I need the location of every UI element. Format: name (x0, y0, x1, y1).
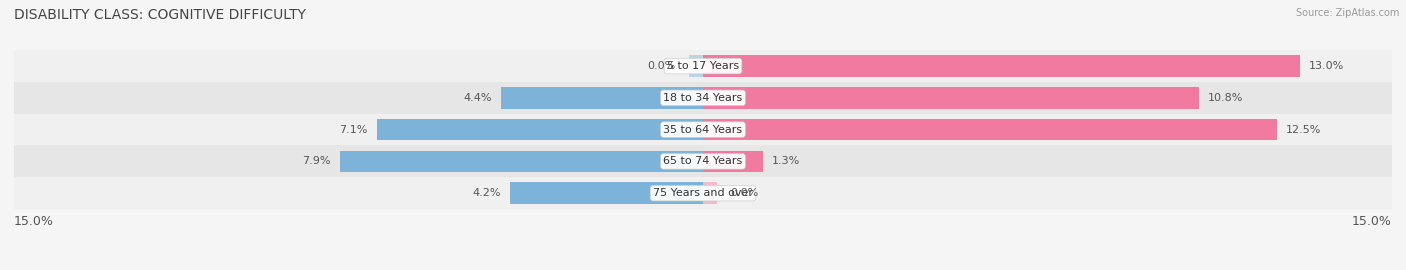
Bar (14, 146, 1392, 177)
Bar (510, 182, 703, 204)
Text: 4.4%: 4.4% (463, 93, 492, 103)
Bar (703, 151, 762, 172)
Bar (689, 55, 703, 77)
Text: 7.1%: 7.1% (339, 124, 368, 135)
Bar (14, 50, 1392, 82)
Text: DISABILITY CLASS: COGNITIVE DIFFICULTY: DISABILITY CLASS: COGNITIVE DIFFICULTY (14, 8, 307, 22)
Text: Source: ZipAtlas.com: Source: ZipAtlas.com (1295, 8, 1399, 18)
Bar (703, 182, 717, 204)
Text: 1.3%: 1.3% (772, 156, 800, 166)
Text: 5 to 17 Years: 5 to 17 Years (666, 61, 740, 71)
Text: 10.8%: 10.8% (1208, 93, 1243, 103)
Bar (14, 177, 1392, 209)
Bar (340, 151, 703, 172)
Text: 12.5%: 12.5% (1286, 124, 1322, 135)
Bar (14, 82, 1392, 114)
Text: 7.9%: 7.9% (302, 156, 330, 166)
Text: 0.0%: 0.0% (731, 188, 759, 198)
Text: 15.0%: 15.0% (14, 215, 53, 228)
Text: 18 to 34 Years: 18 to 34 Years (664, 93, 742, 103)
Bar (377, 119, 703, 140)
Text: 65 to 74 Years: 65 to 74 Years (664, 156, 742, 166)
Text: 0.0%: 0.0% (647, 61, 675, 71)
Text: 13.0%: 13.0% (1309, 61, 1344, 71)
Text: 4.2%: 4.2% (472, 188, 501, 198)
Bar (703, 87, 1199, 109)
Text: 15.0%: 15.0% (1353, 215, 1392, 228)
Bar (703, 119, 1277, 140)
Bar (14, 114, 1392, 146)
Text: 35 to 64 Years: 35 to 64 Years (664, 124, 742, 135)
Text: 75 Years and over: 75 Years and over (652, 188, 754, 198)
Bar (703, 55, 1301, 77)
Bar (501, 87, 703, 109)
